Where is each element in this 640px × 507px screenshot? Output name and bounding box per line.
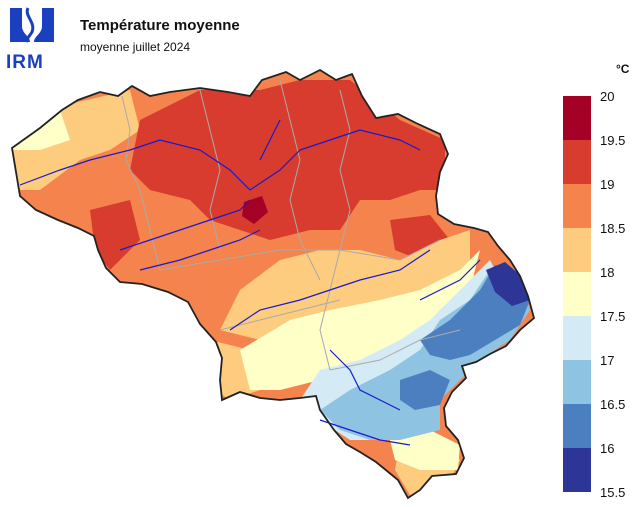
legend-bin — [563, 228, 591, 272]
zone-17-5-18-central — [240, 250, 480, 390]
legend-tick-label: 18.5 — [600, 221, 626, 236]
rivers — [19, 119, 481, 446]
legend-unit: °C — [616, 62, 630, 76]
legend-bin — [563, 404, 591, 448]
legend-tick-label: 19.5 — [600, 133, 626, 148]
legend-bin — [563, 360, 591, 404]
legend-bin — [563, 96, 591, 140]
legend-bin — [563, 140, 591, 184]
map-subtitle: moyenne juillet 2024 — [80, 40, 191, 54]
zone-19-19-5-north — [130, 80, 445, 240]
legend-tick-label: 15.5 — [600, 485, 626, 500]
legend-bin — [563, 272, 591, 316]
legend-bin — [563, 448, 591, 492]
legend-bin — [563, 184, 591, 228]
zone-19-19-5-southwest — [90, 200, 140, 270]
province-borders — [121, 79, 461, 371]
legend-tick-label: 18 — [600, 265, 615, 280]
zone-16-16-5-ardennes — [400, 370, 450, 410]
zone-17-5-18-south — [390, 430, 460, 470]
legend-tick-label: 17 — [600, 353, 615, 368]
irm-logo — [10, 7, 54, 43]
legend-tick-label: 16 — [600, 441, 615, 456]
map-title: Température moyenne — [80, 17, 240, 34]
legend-tick-label: 17.5 — [600, 309, 626, 324]
logo-text: IRM — [6, 52, 44, 73]
legend-tick-label: 20 — [600, 89, 615, 104]
zone-15-5-16 — [486, 262, 530, 306]
legend-tick-label: 19 — [600, 177, 615, 192]
legend-bin — [563, 316, 591, 360]
country-border — [11, 68, 536, 500]
legend-tick-label: 16.5 — [600, 397, 626, 412]
zone-19-5-20 — [242, 196, 268, 224]
